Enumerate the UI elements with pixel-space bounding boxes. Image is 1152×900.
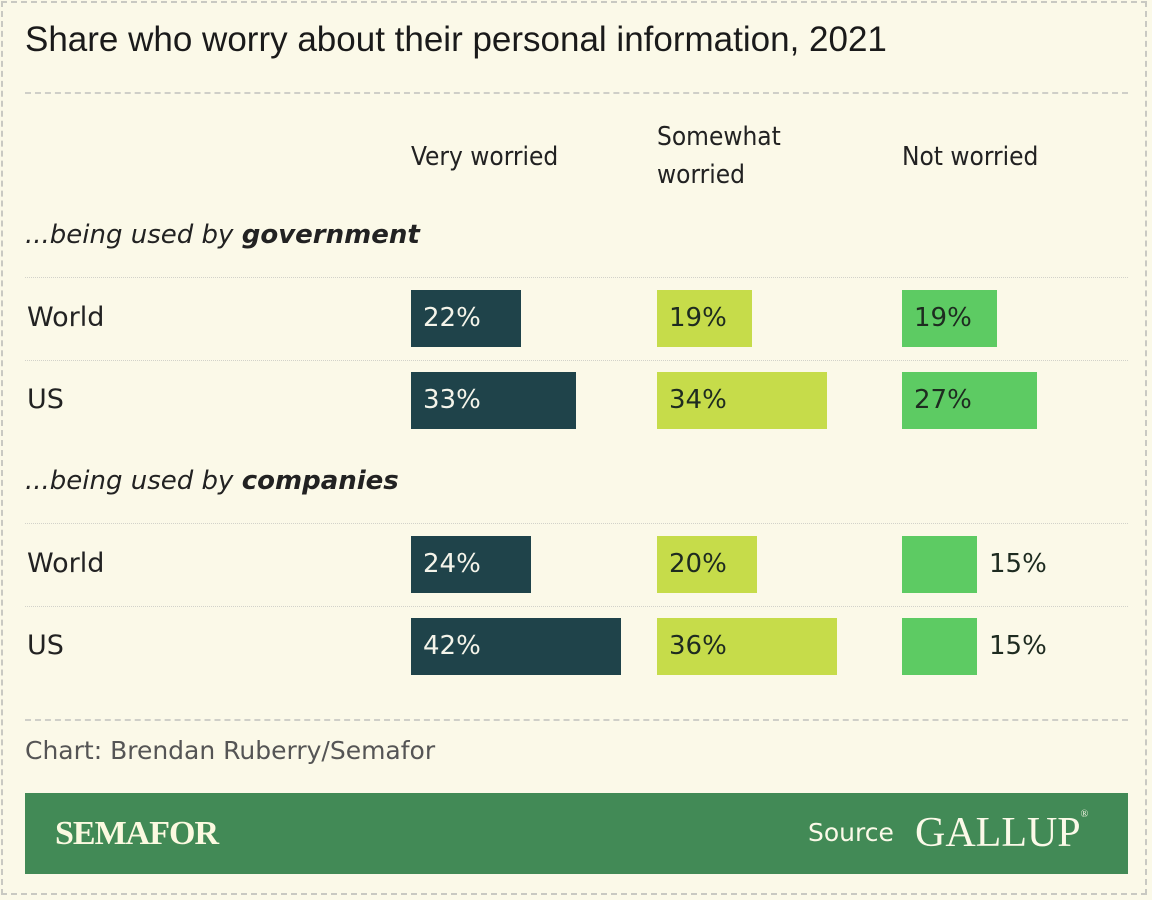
bar bbox=[411, 372, 576, 429]
section-label: ...being used by government bbox=[25, 220, 420, 250]
section-label: ...being used by companies bbox=[25, 466, 399, 496]
bar-label: 20% bbox=[669, 549, 727, 579]
bar bbox=[657, 536, 757, 593]
bar-label: 34% bbox=[669, 385, 727, 415]
bar bbox=[657, 618, 837, 675]
row-label: World bbox=[27, 548, 105, 579]
bar bbox=[902, 290, 997, 347]
bar-label: 42% bbox=[423, 631, 481, 661]
bar-label: 19% bbox=[914, 303, 972, 333]
divider bbox=[25, 277, 1128, 278]
bar bbox=[411, 618, 621, 675]
column-header-somewhat-worried: Somewhat worried bbox=[657, 118, 781, 194]
bar bbox=[411, 290, 521, 347]
divider bbox=[25, 606, 1128, 607]
column-header-not-worried: Not worried bbox=[902, 142, 1039, 172]
divider bbox=[25, 92, 1128, 94]
bar-label: 27% bbox=[914, 385, 972, 415]
bar-label: 24% bbox=[423, 549, 481, 579]
row-label: US bbox=[27, 630, 64, 661]
section-prefix: ...being used by bbox=[25, 466, 242, 496]
divider bbox=[25, 360, 1128, 361]
chart-title: Share who worry about their personal inf… bbox=[25, 20, 887, 59]
chart-credit: Chart: Brendan Ruberry/Semafor bbox=[25, 736, 436, 765]
column-header-line: Somewhat bbox=[657, 122, 781, 152]
section-emphasis: government bbox=[241, 220, 420, 250]
bar bbox=[657, 372, 827, 429]
section-emphasis: companies bbox=[241, 466, 399, 496]
column-header-line: worried bbox=[657, 160, 745, 190]
semafor-logo: SEMAFOR bbox=[55, 815, 219, 852]
bar-label: 36% bbox=[669, 631, 727, 661]
column-header-very-worried: Very worried bbox=[411, 142, 559, 172]
gallup-logo: GALLUP® bbox=[915, 809, 1089, 856]
divider bbox=[25, 719, 1128, 721]
gallup-text: GALLUP bbox=[915, 810, 1081, 856]
bar bbox=[411, 536, 531, 593]
divider bbox=[25, 523, 1128, 524]
footer-band: SEMAFOR Source GALLUP® bbox=[25, 793, 1128, 874]
bar bbox=[902, 536, 977, 593]
row-label: US bbox=[27, 384, 64, 415]
row-label: World bbox=[27, 302, 105, 333]
section-prefix: ...being used by bbox=[25, 220, 242, 250]
source-label: Source bbox=[808, 818, 894, 847]
bar-label: 15% bbox=[989, 631, 1047, 661]
bar bbox=[657, 290, 752, 347]
bar-label: 33% bbox=[423, 385, 481, 415]
bar-label: 22% bbox=[423, 303, 481, 333]
bar bbox=[902, 372, 1037, 429]
bar-label: 19% bbox=[669, 303, 727, 333]
bar bbox=[902, 618, 977, 675]
bar-label: 15% bbox=[989, 549, 1047, 579]
